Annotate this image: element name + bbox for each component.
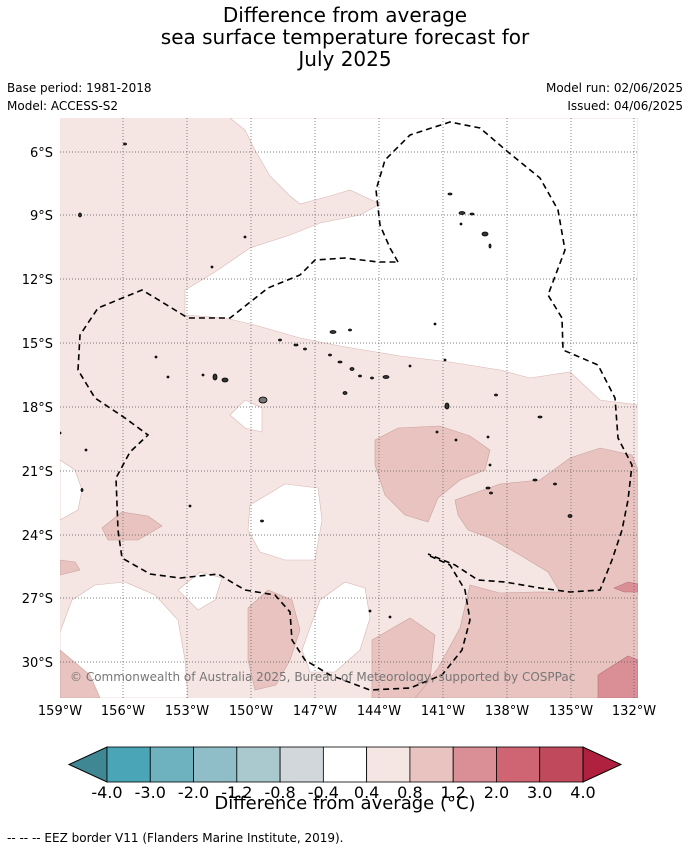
- lon-label: 153°W: [165, 704, 209, 719]
- colorbar-swatch: [409, 746, 454, 783]
- strong-warm-regions: [597, 581, 638, 698]
- colorbar-swatch: [149, 746, 194, 783]
- meta-left: Base period: 1981-2018 Model: ACCESS-S2: [7, 79, 152, 115]
- title-line-1: Difference from average: [222, 3, 468, 27]
- colorbar-swatch: [106, 746, 151, 783]
- colorbar-title: Difference from average (°C): [214, 793, 476, 814]
- lat-label: 30°S: [22, 656, 53, 671]
- lat-label: 21°S: [22, 465, 53, 480]
- colorbar-tick-label: -2.0: [178, 783, 209, 802]
- title-line-3: July 2025: [298, 47, 392, 71]
- lat-label: 15°S: [22, 337, 53, 352]
- colorbar-tick-label: 2.0: [484, 783, 509, 802]
- colorbar-swatch: [279, 746, 324, 783]
- colorbar-tick-label: -0.4: [308, 783, 339, 802]
- copyright-notice: © Commonwealth of Australia 2025, Bureau…: [70, 670, 575, 684]
- colorbar-tick-label: -1.2: [221, 783, 252, 802]
- lat-label: 12°S: [22, 273, 53, 288]
- longitude-labels: 159°W 156°W 153°W 150°W 147°W 144°W 141°…: [38, 704, 656, 719]
- model-name: Model: ACCESS-S2: [7, 99, 119, 113]
- lat-label: 18°S: [22, 401, 53, 416]
- map-panel: © Commonwealth of Australia 2025, Bureau…: [60, 118, 638, 698]
- islands: [60, 142, 573, 619]
- title-line-2: sea surface temperature forecast for: [160, 25, 530, 49]
- lon-label: 150°W: [229, 704, 273, 719]
- near-average-regions: [60, 118, 638, 698]
- colorbar-swatch: [496, 746, 541, 783]
- colorbar-tick-label: -4.0: [91, 783, 122, 802]
- colorbar-tick-label: -3.0: [135, 783, 166, 802]
- colorbar-extend-low: [67, 746, 108, 783]
- lat-label: 24°S: [22, 529, 53, 544]
- lon-label: 159°W: [38, 704, 82, 719]
- lon-label: 141°W: [421, 704, 465, 719]
- colorbar-tick-label: 0.8: [397, 783, 422, 802]
- colorbar: -4.0 -3.0 -2.0 -1.2 -0.8 -0.4 0.4 0.8 1.2 2.0 3.0 4…: [67, 746, 623, 802]
- moderate-warm-regions: [60, 425, 638, 698]
- colorbar-tick-label: 4.0: [570, 783, 595, 802]
- base-period: Base period: 1981-2018: [7, 81, 152, 95]
- gridlines: [60, 118, 638, 698]
- map-title: Difference from average sea surface temp…: [0, 4, 690, 70]
- colorbar-swatch: [366, 746, 411, 783]
- colorbar-tick-label: 3.0: [527, 783, 552, 802]
- lon-label: 156°W: [101, 704, 145, 719]
- colorbar-swatch: [452, 746, 497, 783]
- lon-label: 135°W: [549, 704, 593, 719]
- colorbar-extend-high: [582, 746, 623, 783]
- colorbar-swatch: [539, 746, 584, 783]
- lon-label: 144°W: [357, 704, 401, 719]
- eez-legend-note: -- -- -- EEZ border V11 (Flanders Marine…: [7, 831, 344, 845]
- model-run: Model run: 02/06/2025: [545, 81, 683, 95]
- colorbar-swatch: [236, 746, 281, 783]
- colorbar-swatch: [193, 746, 238, 783]
- colorbar-tick-label: 1.2: [440, 783, 465, 802]
- lon-label: 147°W: [293, 704, 337, 719]
- lat-label: 27°S: [22, 592, 53, 607]
- lon-label: 138°W: [485, 704, 529, 719]
- latitude-labels: 6°S 9°S 12°S 15°S 18°S 21°S 24°S 27°S 30…: [22, 146, 53, 671]
- issued-date: Issued: 04/06/2025: [567, 99, 683, 113]
- eez-border: [77, 121, 633, 691]
- meta-right: Model run: 02/06/2025 Issued: 04/06/2025: [546, 79, 683, 115]
- lat-label: 6°S: [30, 146, 53, 161]
- lon-label: 132°W: [612, 704, 656, 719]
- colorbar-swatch: [322, 746, 368, 783]
- colorbar-tick-label: -0.8: [264, 783, 295, 802]
- lat-label: 9°S: [30, 209, 53, 224]
- colorbar-tick-label: 0.4: [354, 783, 379, 802]
